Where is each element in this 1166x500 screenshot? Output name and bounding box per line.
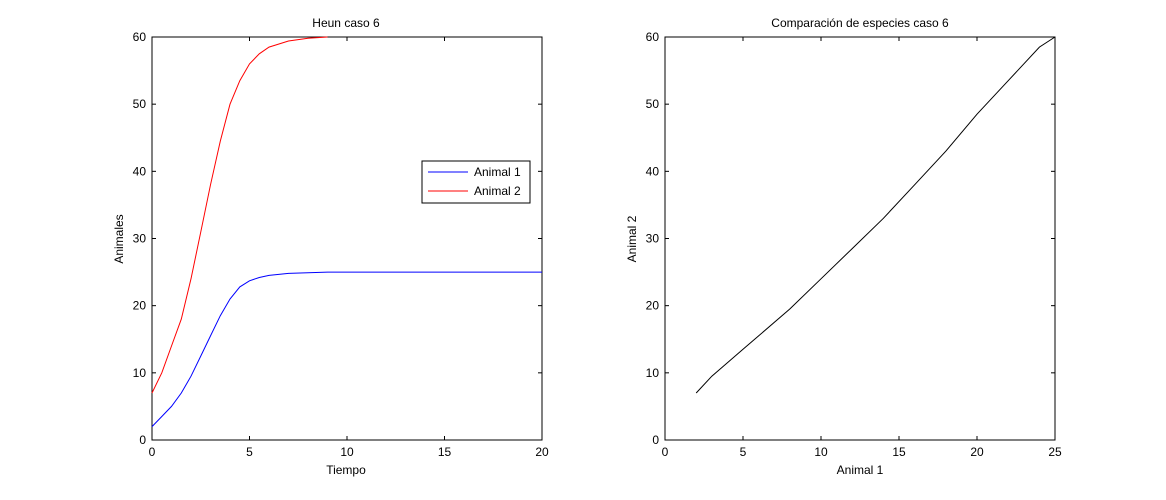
right-ytick-label: 30 — [646, 232, 660, 246]
right-ytick-label: 0 — [652, 433, 659, 447]
left-xtick-label: 0 — [149, 445, 156, 459]
right-ytick-label: 40 — [646, 164, 660, 178]
right-ytick-label: 50 — [646, 97, 660, 111]
right-xtick-label: 15 — [892, 445, 906, 459]
right-plot-ticks: 0 5 10 15 20 25 0 10 20 30 40 50 60 — [646, 30, 1062, 459]
right-xtick-label: 20 — [970, 445, 984, 459]
left-xtick-label: 15 — [438, 445, 452, 459]
right-plot-axes-box — [664, 36, 1056, 441]
left-plot: Heun caso 6 0 5 10 15 20 0 10 20 30 40 50 60 Tiempo… — [112, 16, 549, 477]
right-series-line-trajectory — [695, 36, 1056, 394]
left-ytick-label: 60 — [133, 30, 147, 44]
right-xtick-label: 25 — [1048, 445, 1062, 459]
left-xtick-label: 10 — [340, 445, 354, 459]
right-ytick-label: 60 — [646, 30, 660, 44]
left-ytick-label: 0 — [139, 433, 146, 447]
right-plot: Comparación de especies caso 6 0 5 10 15 20 2… — [625, 16, 1062, 477]
right-xtick-label: 10 — [814, 445, 828, 459]
right-plot-ylabel: Animal 2 — [625, 215, 639, 262]
left-plot-xlabel: Tiempo — [326, 463, 366, 477]
legend-box — [421, 160, 531, 204]
left-plot-lines — [151, 36, 542, 427]
left-plot-axes-box — [151, 36, 543, 441]
legend-label-animal-1: Animal 1 — [474, 165, 521, 179]
right-plot-lines — [695, 36, 1056, 394]
left-ytick-label: 40 — [133, 164, 147, 178]
left-ytick-label: 20 — [133, 299, 147, 313]
right-plot-title: Comparación de especies caso 6 — [771, 16, 949, 30]
right-ytick-label: 20 — [646, 299, 660, 313]
legend-label-animal-2: Animal 2 — [474, 184, 521, 198]
left-plot-ylabel: Animales — [112, 214, 126, 263]
legend: Animal 1 Animal 2 — [421, 160, 531, 204]
left-ytick-label: 50 — [133, 97, 147, 111]
left-series-line-animal-1 — [151, 271, 542, 427]
right-xtick-label: 5 — [740, 445, 747, 459]
left-plot-title: Heun caso 6 — [312, 16, 380, 30]
right-plot-xlabel: Animal 1 — [837, 463, 884, 477]
left-ytick-label: 30 — [133, 232, 147, 246]
right-ytick-label: 10 — [646, 366, 660, 380]
left-plot-ticks: 0 5 10 15 20 0 10 20 30 40 50 60 — [133, 30, 549, 459]
left-ytick-label: 10 — [133, 366, 147, 380]
left-series-line-animal-2 — [151, 36, 328, 394]
right-xtick-label: 0 — [662, 445, 669, 459]
left-xtick-label: 5 — [246, 445, 253, 459]
left-xtick-label: 20 — [535, 445, 549, 459]
